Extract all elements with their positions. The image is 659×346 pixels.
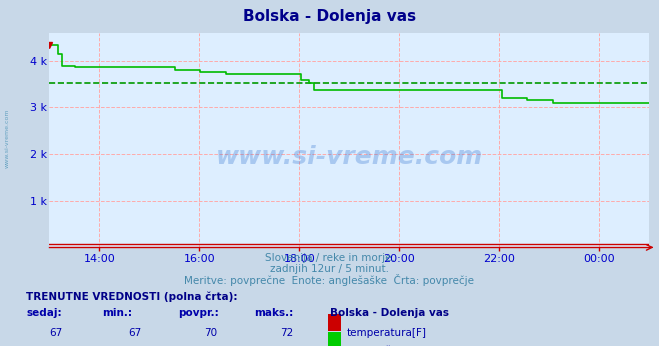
Text: Meritve: povprečne  Enote: anglešaške  Črta: povprečje: Meritve: povprečne Enote: anglešaške Črt… — [185, 274, 474, 286]
Text: zadnjih 12ur / 5 minut.: zadnjih 12ur / 5 minut. — [270, 264, 389, 274]
Text: Bolska - Dolenja vas: Bolska - Dolenja vas — [330, 308, 449, 318]
Text: 72: 72 — [280, 328, 293, 338]
Text: 67: 67 — [49, 328, 63, 338]
Text: TRENUTNE VREDNOSTI (polna črta):: TRENUTNE VREDNOSTI (polna črta): — [26, 291, 238, 302]
Text: maks.:: maks.: — [254, 308, 293, 318]
Text: www.si-vreme.com: www.si-vreme.com — [215, 145, 483, 169]
Text: Slovenija / reke in morje.: Slovenija / reke in morje. — [264, 253, 395, 263]
Text: min.:: min.: — [102, 308, 132, 318]
Text: 70: 70 — [204, 328, 217, 338]
Text: sedaj:: sedaj: — [26, 308, 62, 318]
Text: Bolska - Dolenja vas: Bolska - Dolenja vas — [243, 9, 416, 24]
Text: povpr.:: povpr.: — [178, 308, 219, 318]
Text: www.si-vreme.com: www.si-vreme.com — [5, 109, 10, 168]
Text: temperatura[F]: temperatura[F] — [347, 328, 426, 338]
Text: 67: 67 — [129, 328, 142, 338]
